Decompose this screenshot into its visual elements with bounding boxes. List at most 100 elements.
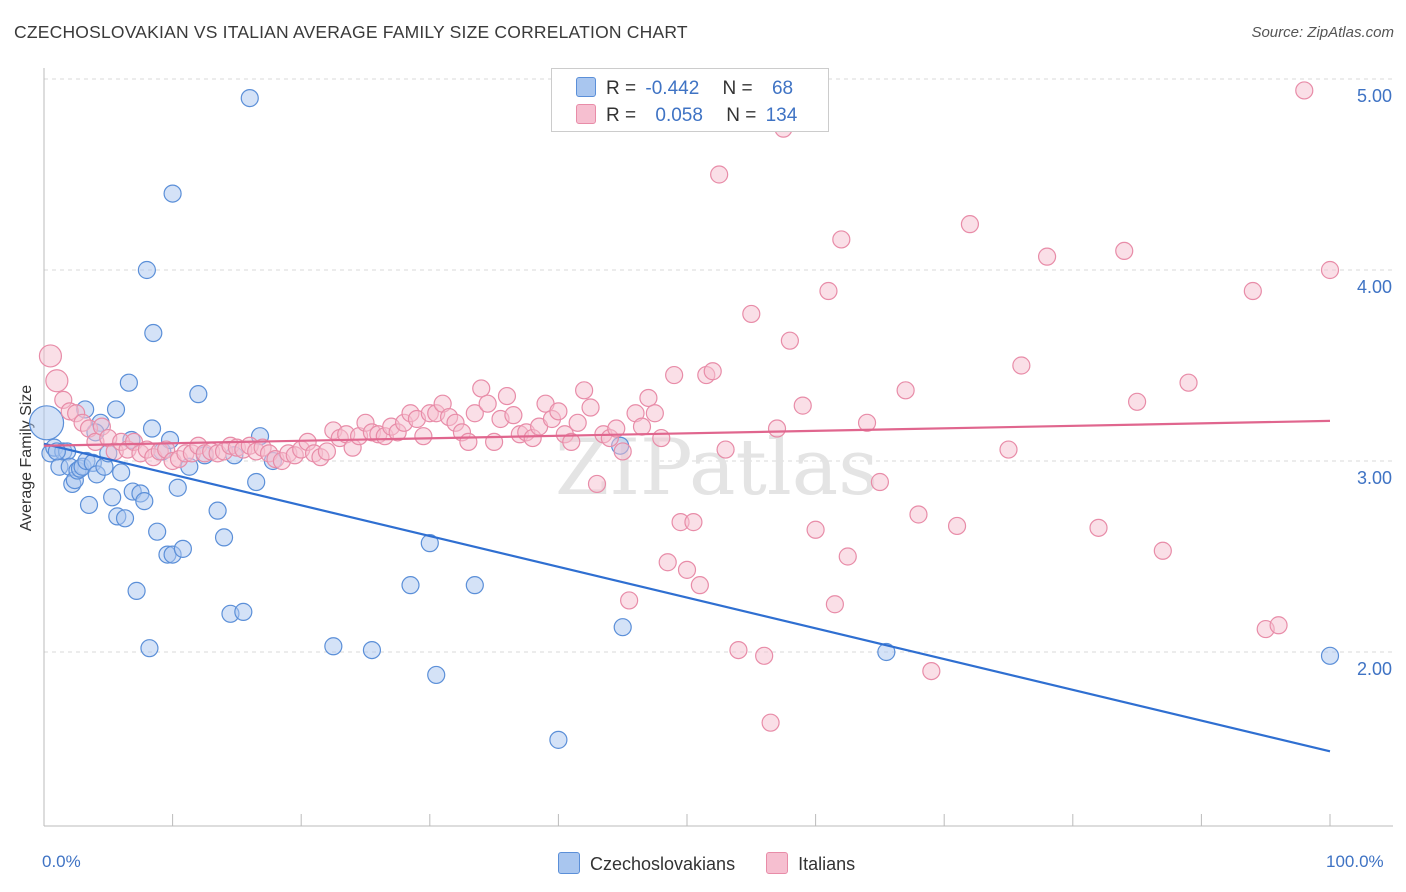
data-point: [581, 398, 600, 417]
data-point: [767, 419, 787, 438]
data-point: [317, 442, 337, 461]
data-point: [857, 413, 877, 432]
data-point: [234, 602, 253, 621]
legend-row-czechoslovakians: R = -0.442 N = 68: [576, 77, 793, 100]
data-point: [1089, 518, 1108, 537]
data-point: [208, 501, 227, 520]
legend-row-italians: R = 0.058 N = 134: [576, 104, 797, 127]
data-point: [780, 331, 799, 350]
data-point: [142, 419, 162, 438]
data-point: [684, 513, 703, 532]
data-point: [362, 640, 382, 660]
r-label: R =: [606, 105, 637, 126]
pink-swatch-icon: [766, 852, 789, 874]
data-point: [103, 488, 122, 507]
data-point: [144, 323, 163, 343]
data-point: [755, 646, 774, 665]
n-label: N =: [726, 105, 757, 126]
data-point: [163, 184, 182, 203]
data-point: [825, 595, 844, 614]
data-point: [819, 281, 838, 301]
data-point: [960, 215, 980, 234]
data-point: [127, 581, 146, 600]
data-point: [106, 400, 126, 419]
data-point: [112, 463, 131, 482]
data-point: [690, 576, 709, 595]
legend-item-italians[interactable]: Italians: [766, 852, 855, 875]
data-point: [793, 396, 812, 415]
data-point: [658, 553, 677, 572]
data-point: [587, 474, 607, 494]
data-point: [1037, 247, 1057, 266]
chart-title: CZECHOSLOVAKIAN VS ITALIAN AVERAGE FAMIL…: [14, 22, 688, 42]
pink-swatch-icon: [576, 104, 596, 124]
data-point: [137, 260, 156, 280]
data-point: [140, 639, 159, 658]
data-point: [38, 344, 63, 368]
data-point: [427, 665, 446, 685]
data-point: [703, 362, 722, 381]
data-point: [401, 576, 420, 595]
legend-item-czechoslovakians[interactable]: Czechoslovakians: [558, 852, 735, 875]
data-point: [716, 440, 735, 459]
data-point: [478, 394, 497, 413]
data-point: [549, 730, 568, 749]
x-tick-label: 0.0%: [42, 852, 81, 871]
data-point: [420, 534, 439, 553]
data-point: [742, 304, 761, 324]
data-point: [168, 478, 187, 497]
n-label: N =: [722, 78, 753, 99]
data-point: [568, 413, 587, 432]
x-tick-label: 100.0%: [1326, 852, 1384, 871]
data-point: [148, 522, 167, 541]
data-point: [1179, 373, 1198, 392]
data-point: [677, 560, 697, 579]
data-point: [1269, 616, 1288, 635]
data-point: [607, 419, 626, 438]
series-legend: Czechoslovakians Italians: [558, 852, 881, 875]
data-point: [472, 379, 491, 398]
trend-line: [43, 419, 1331, 447]
data-point: [115, 509, 135, 528]
data-point: [459, 432, 478, 451]
data-point: [999, 440, 1018, 459]
data-point: [620, 591, 639, 610]
data-point: [135, 492, 154, 511]
data-point: [761, 713, 780, 732]
data-point: [947, 516, 967, 536]
data-point: [214, 528, 234, 547]
r-value: 0.058: [655, 105, 703, 126]
data-point: [549, 402, 568, 421]
y-tick-label: 2.00: [1356, 659, 1392, 679]
y-tick-label: 5.00: [1356, 86, 1392, 106]
blue-swatch-icon: [558, 852, 580, 874]
data-point: [838, 547, 857, 566]
data-point: [1127, 392, 1147, 411]
data-point: [1295, 81, 1314, 100]
trend-line: [43, 442, 1331, 753]
data-point: [639, 388, 658, 408]
data-point: [632, 417, 652, 436]
data-point: [877, 642, 896, 662]
data-point: [1320, 646, 1340, 665]
data-point: [189, 385, 208, 404]
y-tick-label: 4.00: [1356, 277, 1392, 297]
data-point: [665, 365, 684, 385]
stats-legend: R = -0.442 N = 68 R = 0.058 N = 134: [551, 68, 829, 132]
data-point: [909, 505, 928, 524]
data-point: [922, 661, 941, 681]
source-label: Source: ZipAtlas.com: [1251, 24, 1394, 41]
r-label: R =: [606, 78, 637, 99]
blue-swatch-icon: [576, 77, 596, 97]
data-point: [28, 405, 65, 441]
legend-label: Czechoslovakians: [590, 854, 736, 874]
data-point: [832, 230, 851, 249]
data-point: [575, 381, 594, 400]
data-point: [562, 432, 581, 451]
data-point: [504, 406, 523, 425]
n-value: 134: [765, 105, 798, 126]
data-point: [173, 539, 192, 558]
data-point: [465, 576, 484, 595]
data-point: [1243, 281, 1262, 301]
